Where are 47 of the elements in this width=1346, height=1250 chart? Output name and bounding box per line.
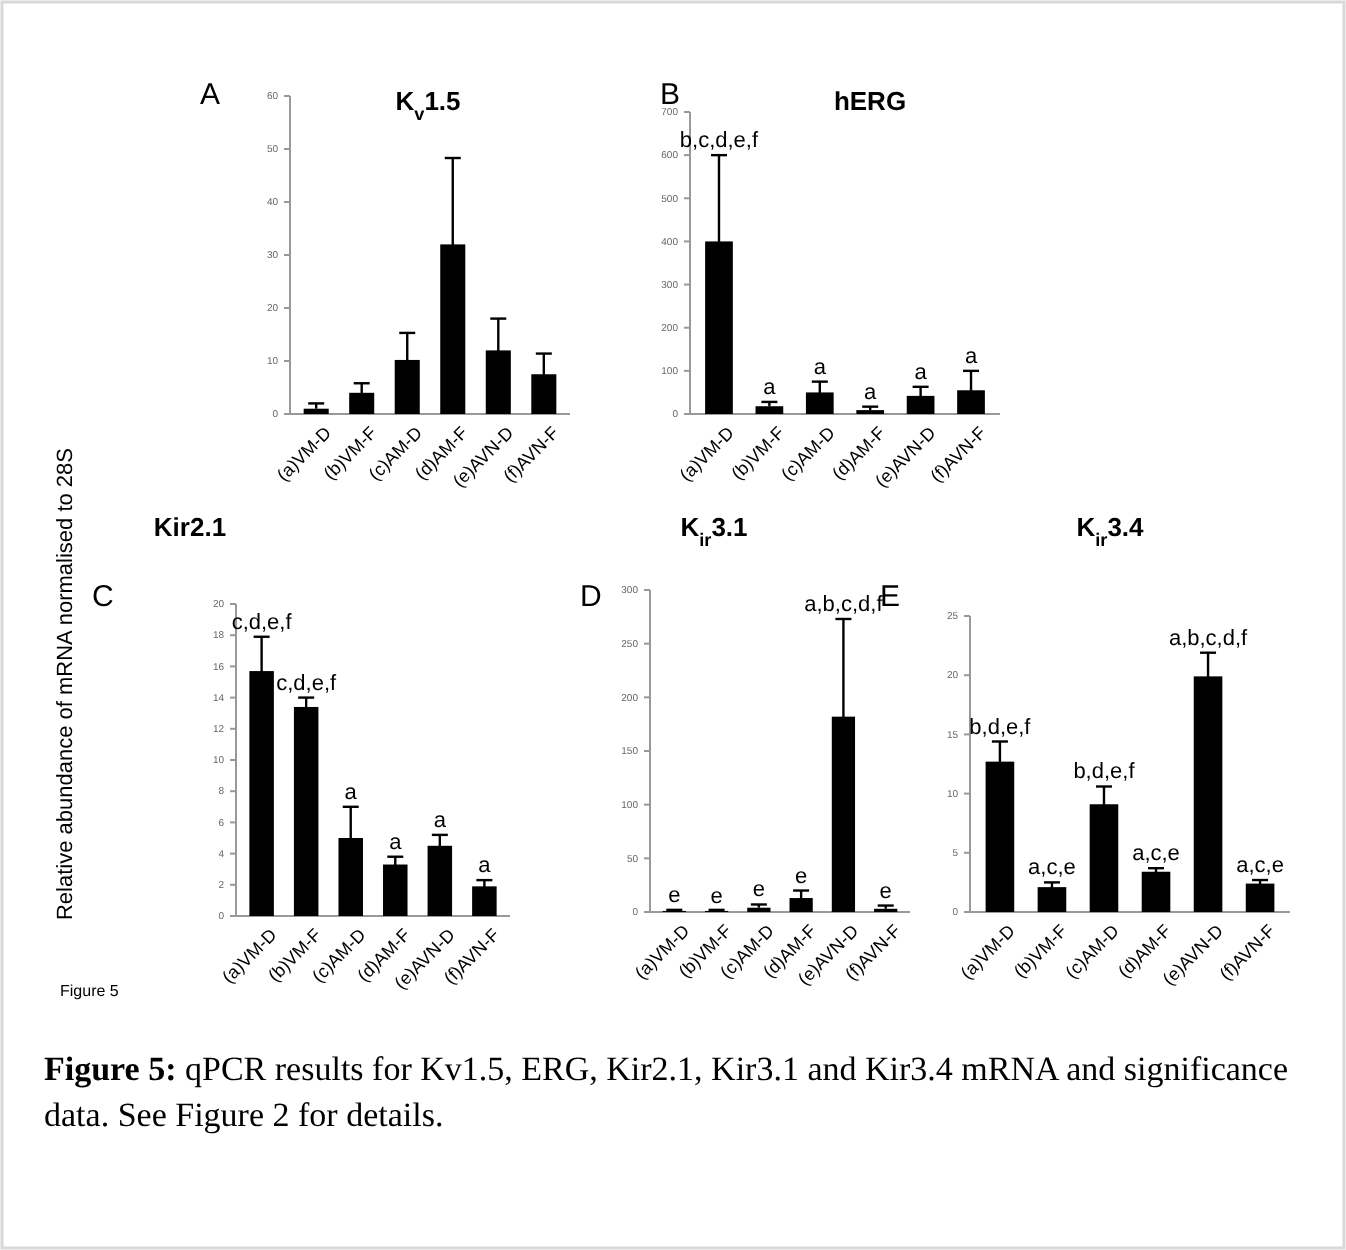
annotation: a [813,355,828,380]
bar [906,395,935,414]
bar [1141,871,1171,912]
annotation: a [914,360,929,385]
annotation: a [478,854,493,879]
annotation: e [668,883,681,908]
chart-title: Kir2.1 [153,512,227,542]
annotation: a,c,e [1132,842,1180,867]
annotation: a [389,830,404,855]
chart-title: hERG [833,86,907,116]
y-axis-title: Relative abundance of mRNA normalised to 28S [54,447,78,921]
annotation: c,d,e,f [276,671,339,696]
annotation: e [710,884,723,909]
annotation: b,d,e,f [969,715,1033,740]
text: D [580,580,602,614]
bar [472,886,497,916]
annotation: a,c,e [1236,854,1284,879]
bar [349,392,375,414]
bar [1245,883,1275,912]
annotation: b,d,e,f [1073,760,1137,785]
chart-title: K$_{v}$1.5 [395,86,461,124]
annotation: a,b,c,d,f [804,592,885,617]
bar [303,408,329,414]
text: C [92,580,114,614]
annotation: a [433,808,448,833]
annotation: e [752,878,765,903]
annotation: e [879,879,892,904]
bar [755,406,784,414]
caption: Figure 5 [60,982,120,1000]
caption: Figure 5: qPCR results for Kv1.5, ERG, Kir2.1, Kir3.1 and Kir3.4 mRNA and significance data. See Figure 2 for details. [44,1050,1289,1134]
annotation: E [880,580,901,614]
bar [383,864,408,916]
annotation: a [763,375,778,400]
bar [293,706,319,916]
annotation: a [964,344,979,369]
bar [789,898,813,912]
annotation: a [344,780,359,805]
bar [1037,887,1067,912]
annotation: c,d,e,f [231,610,294,635]
annotation: e [795,864,808,889]
chart-title: K$_{ir}$3.1 [680,512,748,550]
annotation: b,c,d,e,f [679,129,760,154]
annotation: a,b,c,d,f [1168,626,1250,651]
chart-title: K$_{ir}$3.4 [1076,512,1146,550]
annotation: a,c,e [1028,856,1076,881]
annotation: a [864,380,879,405]
text: A [200,78,221,112]
